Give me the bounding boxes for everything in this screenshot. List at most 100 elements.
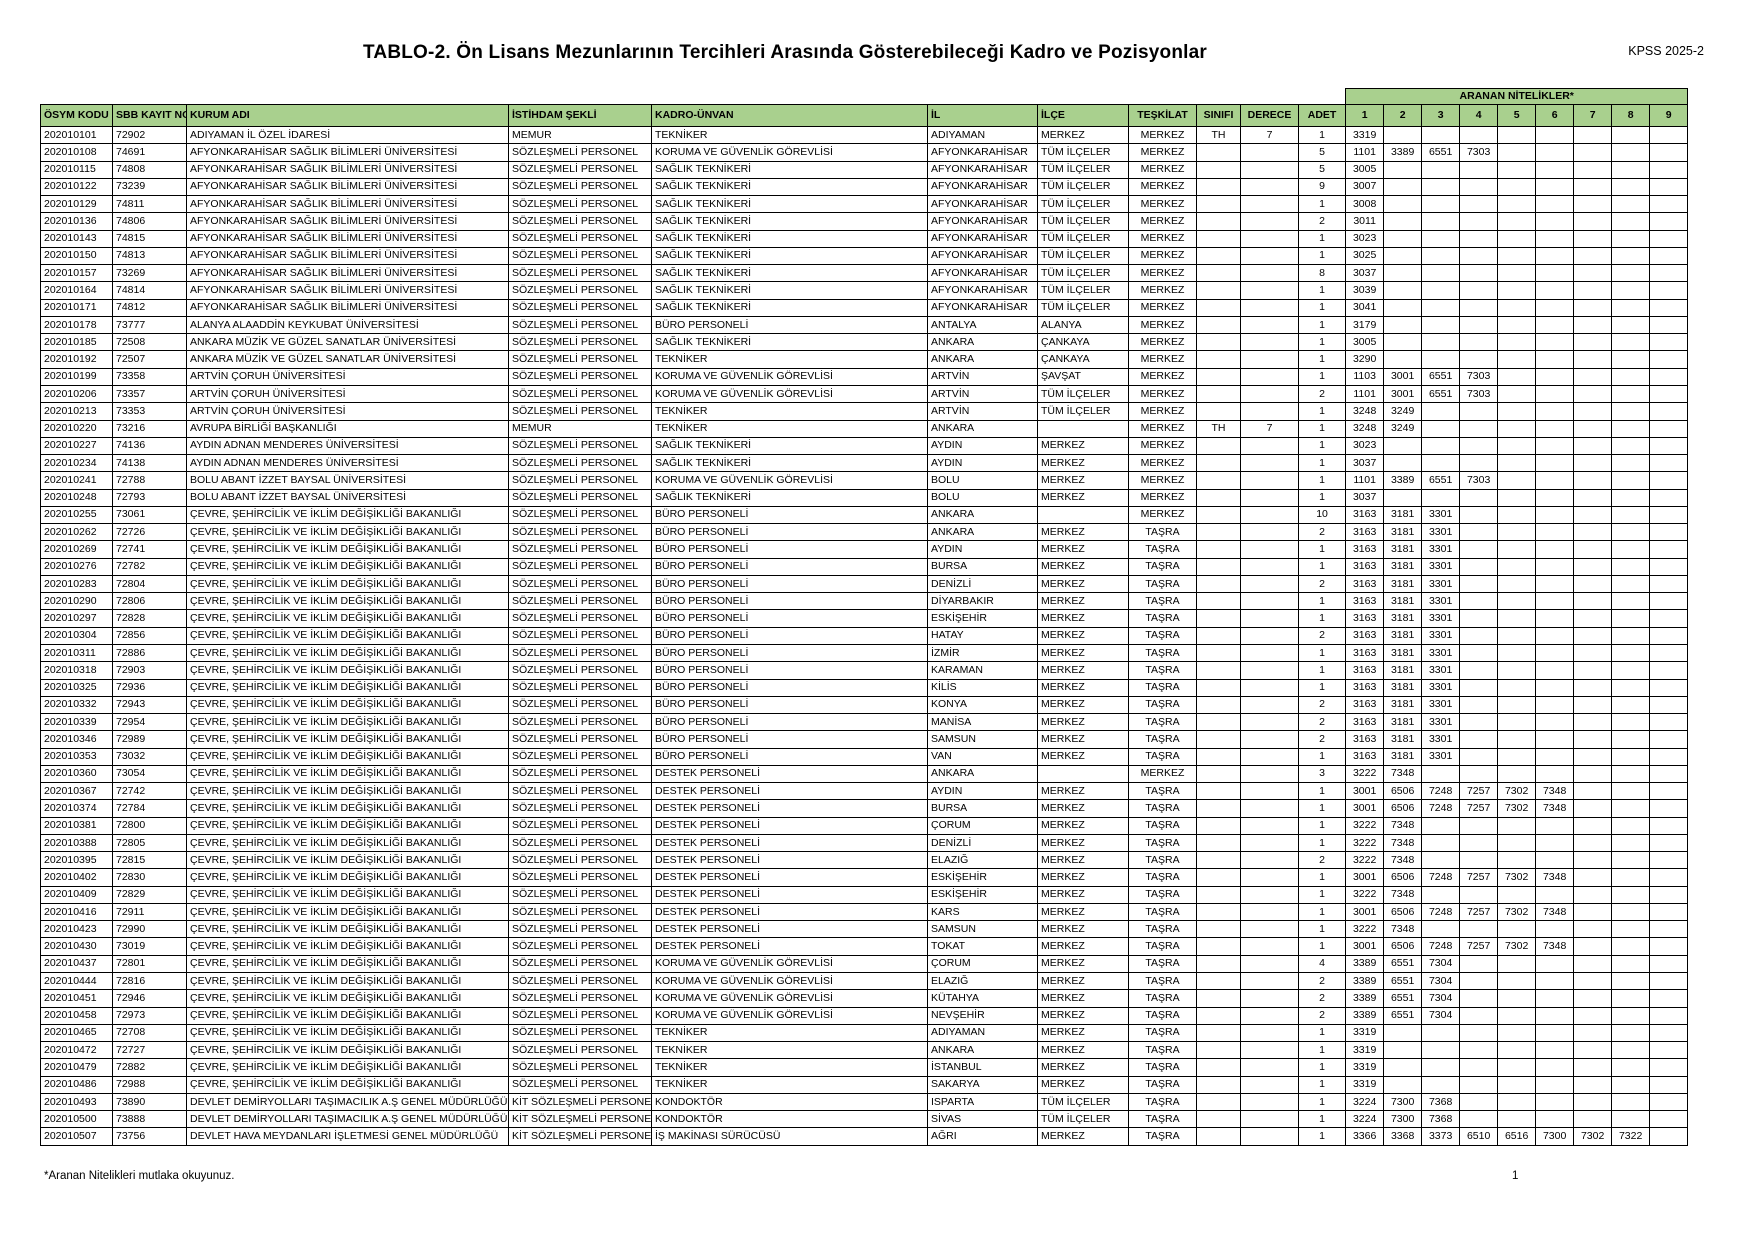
cell-nitelik-5 [1497, 851, 1537, 870]
cell-kurum-adi: ÇEVRE, ŞEHİRCİLİK VE İKLİM DEĞİŞİKLİĞİ B… [186, 540, 509, 559]
cell-teskilat: MERKEZ [1128, 195, 1197, 214]
cell-nitelik-7 [1573, 1110, 1613, 1129]
cell-nitelik-1: 3248 [1345, 402, 1385, 421]
cell-nitelik-7 [1573, 246, 1613, 266]
cell-adet: 1 [1297, 937, 1347, 956]
cell-sinifi [1196, 1058, 1241, 1077]
column-header-il: İL [927, 104, 1038, 127]
cell-sbb-kayit-no: 72801 [112, 954, 187, 974]
cell-nitelik-1: 3005 [1345, 160, 1385, 179]
cell-istihdam-sekli: SÖZLEŞMELİ PERSONEL [508, 212, 652, 231]
table-row: 202010255 73061 ÇEVRE, ŞEHİRCİLİK VE İKLİM… [40, 505, 1689, 525]
cell-istihdam-sekli: SÖZLEŞMELİ PERSONEL [508, 229, 652, 248]
cell-nitelik-4 [1459, 643, 1499, 663]
cell-sbb-kayit-no: 73269 [112, 264, 187, 283]
cell-nitelik-2: 7300 [1383, 1110, 1423, 1129]
cell-nitelik-5: 7302 [1497, 902, 1537, 922]
cell-nitelik-7 [1573, 574, 1613, 594]
cell-nitelik-5 [1497, 281, 1537, 300]
cell-nitelik-7 [1573, 885, 1613, 904]
cell-sinifi [1196, 281, 1241, 300]
cell-osym-kodu: 202010374 [40, 799, 113, 818]
cell-nitelik-6 [1535, 574, 1575, 594]
cell-istihdam-sekli: SÖZLEŞMELİ PERSONEL [508, 730, 652, 749]
cell-nitelik-8 [1611, 989, 1651, 1008]
cell-teskilat: TAŞRA [1128, 747, 1197, 766]
cell-nitelik-1: 3366 [1345, 1127, 1385, 1146]
cell-kadro-unvan: TEKNİKER [651, 1041, 928, 1060]
cell-osym-kodu: 202010241 [40, 471, 113, 490]
cell-kadro-unvan: BÜRO PERSONELİ [651, 609, 928, 628]
cell-il: ANKARA [927, 333, 1038, 352]
cell-nitelik-5: 7302 [1497, 782, 1537, 801]
cell-osym-kodu: 202010136 [40, 212, 113, 231]
cell-kadro-unvan: KORUMA VE GÜVENLİK GÖREVLİSİ [651, 1006, 928, 1025]
cell-il: TOKAT [927, 937, 1038, 956]
cell-sbb-kayit-no: 73357 [112, 384, 187, 404]
cell-nitelik-9 [1649, 695, 1689, 715]
table-row: 202010185 72508 ANKARA MÜZİK VE GÜZEL SANA… [40, 333, 1689, 352]
cell-kurum-adi: ÇEVRE, ŞEHİRCİLİK VE İKLİM DEĞİŞİKLİĞİ B… [186, 574, 509, 594]
cell-nitelik-9 [1649, 350, 1689, 369]
cell-nitelik-3: 3301 [1421, 695, 1461, 715]
cell-nitelik-8 [1611, 609, 1651, 628]
cell-nitelik-9 [1649, 1006, 1689, 1025]
cell-nitelik-2: 6506 [1383, 868, 1423, 887]
cell-ilce: MERKEZ [1037, 1023, 1129, 1043]
cell-nitelik-9 [1649, 229, 1689, 248]
cell-nitelik-2 [1383, 1075, 1423, 1094]
cell-nitelik-3 [1421, 885, 1461, 904]
cell-nitelik-8 [1611, 281, 1651, 300]
cell-teskilat: TAŞRA [1128, 574, 1197, 594]
cell-sinifi [1196, 505, 1241, 525]
table-row: 202010353 73032 ÇEVRE, ŞEHİRCİLİK VE İKLİM… [40, 747, 1689, 766]
cell-ilce: MERKEZ [1037, 833, 1129, 853]
cell-derece [1240, 160, 1299, 179]
cell-nitelik-1: 3005 [1345, 333, 1385, 352]
table-row: 202010178 73777 ALANYA ALAADDİN KEYKUBAT Ü… [40, 315, 1689, 335]
cell-kadro-unvan: BÜRO PERSONELİ [651, 713, 928, 732]
cell-osym-kodu: 202010458 [40, 1006, 113, 1025]
cell-ilce: MERKEZ [1037, 713, 1129, 732]
cell-sinifi [1196, 384, 1241, 404]
cell-adet: 1 [1297, 816, 1347, 835]
table-row: 202010367 72742 ÇEVRE, ŞEHİRCİLİK VE İKLİM… [40, 782, 1689, 801]
cell-nitelik-4 [1459, 678, 1499, 697]
cell-nitelik-2: 3181 [1383, 713, 1423, 732]
cell-ilce: MERKEZ [1037, 488, 1129, 507]
cell-nitelik-2: 3001 [1383, 367, 1423, 386]
cell-kurum-adi: ÇEVRE, ŞEHİRCİLİK VE İKLİM DEĞİŞİKLİĞİ B… [186, 868, 509, 887]
cell-nitelik-6 [1535, 125, 1575, 145]
cell-sinifi [1196, 678, 1241, 697]
cell-nitelik-4 [1459, 989, 1499, 1008]
cell-ilce: MERKEZ [1037, 678, 1129, 697]
cell-kurum-adi: AFYONKARAHİSAR SAĞLIK BİLİMLERİ ÜNİVERSİ… [186, 160, 509, 179]
cell-nitelik-1: 3163 [1345, 747, 1385, 766]
cell-ilce: MERKEZ [1037, 747, 1129, 766]
cell-nitelik-8 [1611, 937, 1651, 956]
cell-nitelik-2: 3181 [1383, 609, 1423, 628]
cell-nitelik-6: 7348 [1535, 937, 1575, 956]
cell-il: KONYA [927, 695, 1038, 715]
cell-nitelik-5 [1497, 1075, 1537, 1094]
cell-nitelik-2 [1383, 246, 1423, 266]
cell-nitelik-4 [1459, 626, 1499, 645]
cell-nitelik-8 [1611, 1041, 1651, 1060]
cell-teskilat: TAŞRA [1128, 851, 1197, 870]
table-row: 202010507 73756 DEVLET HAVA MEYDANLARI İŞL… [40, 1127, 1689, 1146]
cell-nitelik-1: 3163 [1345, 661, 1385, 680]
cell-il: AFYONKARAHİSAR [927, 229, 1038, 248]
cell-sbb-kayit-no: 72989 [112, 730, 187, 749]
cell-nitelik-3 [1421, 1023, 1461, 1043]
column-header-nitelik-2: 2 [1383, 104, 1423, 127]
cell-nitelik-9 [1649, 125, 1689, 145]
cell-nitelik-8 [1611, 523, 1651, 542]
cell-il: MANİSA [927, 713, 1038, 732]
cell-nitelik-6 [1535, 229, 1575, 248]
cell-osym-kodu: 202010444 [40, 972, 113, 991]
cell-kurum-adi: ÇEVRE, ŞEHİRCİLİK VE İKLİM DEĞİŞİKLİĞİ B… [186, 972, 509, 991]
cell-sinifi [1196, 868, 1241, 887]
cell-osym-kodu: 202010185 [40, 333, 113, 352]
cell-kadro-unvan: BÜRO PERSONELİ [651, 540, 928, 559]
cell-nitelik-6 [1535, 436, 1575, 456]
